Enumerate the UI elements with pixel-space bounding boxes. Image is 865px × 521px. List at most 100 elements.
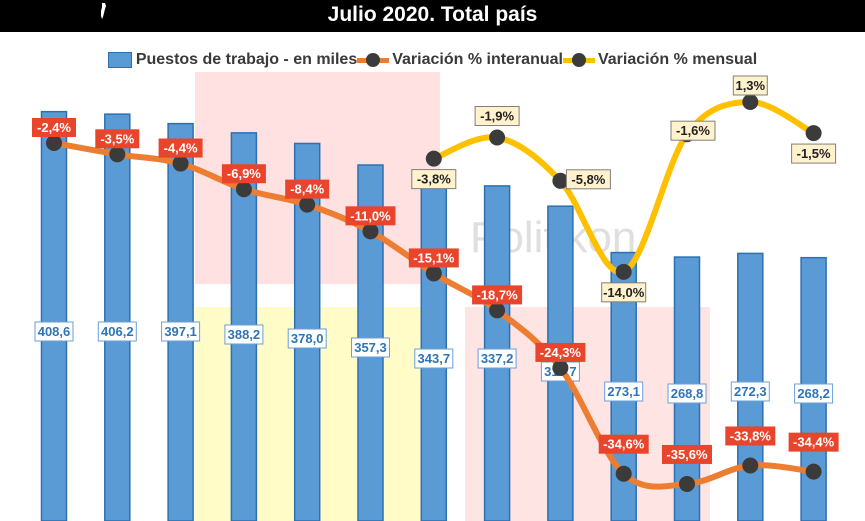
bar-label-box [351,337,390,358]
interanual-label-box [472,285,523,305]
interanual-label-box [598,434,649,454]
interanual-value-label: -4,4% [164,141,198,156]
bar-labels-layer: 408,6 406,2 397,1 388,2 378,0 357,3 343,7 337,2… [34,321,834,404]
bar-label-box [730,381,770,402]
bar-label-box [224,324,264,345]
interanual-value-label: -34,6% [603,437,645,452]
legend-swatch-interanual [357,53,390,67]
chart-title: Julio 2020. Total país [327,3,538,26]
interanual-label-box [285,179,330,199]
bar [104,113,131,521]
interanual-point [235,181,252,198]
title-bar: Julio 2020. Total país [0,0,865,32]
bar-label-box [34,321,74,342]
mensual-value-label: -1,9% [480,109,514,124]
interanual-point [489,302,506,319]
interanual-label-box [408,248,459,268]
legend-item-interanual: Variación % interanual [357,51,563,69]
interanual-label-box [95,129,140,149]
mensual-value-label: -3,8% [417,172,451,187]
interanual-point [46,135,62,151]
mensual-label-box [411,169,457,190]
mensual-label-box [732,75,768,96]
legend-label-bars: Puestos de trabajo - en miles [135,51,358,68]
legend-label-interanual: Variación % interanual [392,51,563,68]
mensual-value-label: -1,5% [797,146,831,161]
bar-value-label: 406,2 [101,324,134,339]
interanual-value-label: -15,1% [413,250,455,265]
mensual-value-label: -14,0% [603,285,645,300]
bar-value-label: 272,3 [734,384,767,399]
interanual-point [679,475,695,492]
bar-value-label: 337,2 [481,351,514,366]
bar-value-label: 343,7 [418,351,451,366]
interanual-point [425,265,442,282]
legend-item-mensual: Variación % mensual [562,51,758,69]
interanual-value-label: -6,9% [227,166,261,181]
interanual-value-label: -8,4% [290,182,324,197]
bar-label-box [161,321,201,342]
mensual-value-label: 1,3% [735,78,765,93]
interanual-label-box [221,164,266,184]
interanual-label-box [725,426,776,446]
bar-label-box [414,348,454,369]
interanual-label-box [535,342,586,362]
mensual-point [742,94,759,110]
interanual-point [299,196,316,213]
bar [40,110,68,521]
mensual-label-box [601,282,647,303]
interanual-label-box [788,432,839,452]
interanual-label-box [662,444,712,464]
interanual-value-label: -11,0% [350,208,391,223]
interanual-value-label: -18,7% [476,287,518,302]
bar-value-label: 268,2 [797,386,830,401]
interanual-label-box [32,118,76,137]
interanual-point [362,223,379,240]
chart-legend: Puestos de trabajo - en miles Variación … [0,48,865,72]
bar-value-label: 268,8 [671,386,704,401]
mensual-value-label: -5,8% [571,172,605,187]
argentina-map-icon [101,3,106,19]
bar-label-box [97,321,137,342]
interanual-label-box [345,206,396,226]
legend-swatch-mensual [562,53,595,67]
bar-label-box [604,381,644,402]
mensual-label-box [565,169,611,190]
bar-label-box [477,348,517,369]
mensual-label-box [474,106,520,127]
interanual-point [552,359,569,376]
interanual-value-label: -34,4% [793,435,835,450]
interanual-value-label: -3,5% [100,131,134,146]
interanual-label-box [158,138,203,158]
interanual-value-label: -33,8% [730,428,772,443]
bar-value-label: 273,1 [607,384,640,399]
bar-value-label: 378,0 [291,331,324,346]
interanual-value-label: -35,6% [666,447,708,462]
mensual-labels-layer: -3,8% -1,9% -5,8% -14,0% -1,6% 1,3% -1,5% [411,75,837,303]
interanual-point [109,146,126,163]
interanual-line-layer [46,135,822,492]
legend-swatch-bars [107,52,132,68]
bar-value-label: 388,2 [228,327,261,342]
bar-label-box [287,328,327,349]
interanual-point [172,155,189,172]
interanual-value-label: -2,4% [37,120,71,135]
bar-value-label: 397,1 [164,324,197,339]
interanual-point [742,457,759,474]
interanual-point [615,465,632,482]
legend-label-mensual: Variación % mensual [597,51,758,68]
mensual-point [425,150,442,167]
mensual-point [805,125,822,142]
mensual-label-box [670,120,716,141]
mensual-point [615,263,632,280]
interanual-value-label: -24,3% [540,345,582,360]
mensual-point [489,129,506,146]
bar-label-box [667,383,707,404]
bar-label-box [794,383,834,404]
mensual-point [552,172,569,189]
interanual-point [805,463,822,480]
legend-item-bars: Puestos de trabajo - en miles [107,51,358,69]
mensual-value-label: -1,6% [676,123,710,138]
bar-value-label: 408,6 [38,324,71,339]
